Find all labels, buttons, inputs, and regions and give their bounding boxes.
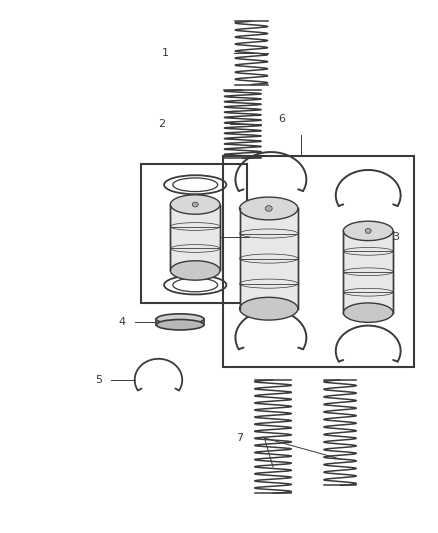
Ellipse shape — [240, 297, 298, 320]
Ellipse shape — [365, 229, 371, 233]
Text: 7: 7 — [236, 433, 243, 443]
Text: 4: 4 — [119, 317, 126, 327]
Text: 5: 5 — [95, 375, 102, 385]
Ellipse shape — [343, 221, 393, 240]
Text: 6: 6 — [278, 114, 285, 124]
Text: 2: 2 — [158, 119, 165, 129]
Ellipse shape — [170, 195, 220, 214]
Ellipse shape — [343, 303, 393, 322]
Ellipse shape — [156, 319, 204, 330]
Ellipse shape — [170, 261, 220, 280]
Polygon shape — [170, 205, 220, 270]
Ellipse shape — [240, 197, 298, 220]
Polygon shape — [240, 208, 298, 309]
Ellipse shape — [156, 314, 204, 324]
Ellipse shape — [192, 202, 198, 207]
Text: 3: 3 — [392, 232, 399, 243]
Text: 1: 1 — [162, 48, 169, 58]
Bar — [141, 164, 247, 303]
Bar — [223, 156, 413, 367]
Polygon shape — [343, 231, 393, 313]
Ellipse shape — [265, 206, 272, 211]
